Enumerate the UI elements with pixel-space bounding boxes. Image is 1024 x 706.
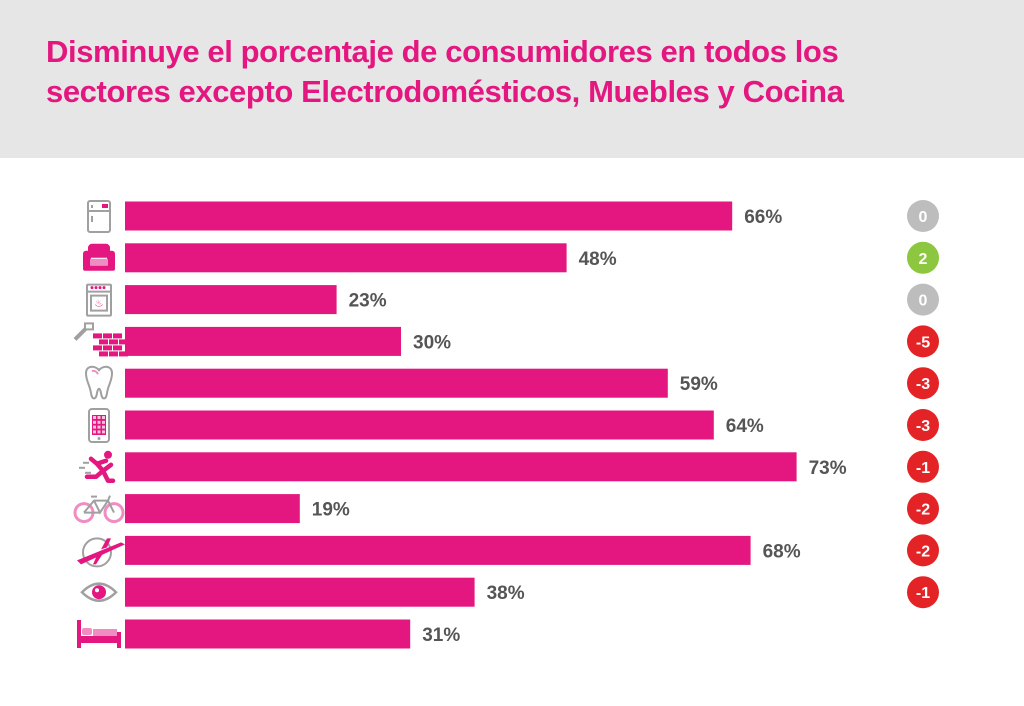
bed-icon — [77, 620, 121, 648]
change-badge-6 — [907, 409, 939, 441]
value-label-3: 23% — [349, 291, 387, 312]
value-label-6: 64% — [726, 416, 764, 437]
change-badge-9 — [907, 534, 939, 567]
change-badge-4 — [907, 325, 939, 358]
change-badge-10 — [907, 576, 939, 609]
bicycle-icon — [73, 495, 125, 524]
bar-10 — [125, 577, 475, 607]
bar-6 — [125, 410, 714, 440]
armchair-icon — [83, 243, 115, 271]
value-label-8: 19% — [312, 500, 350, 521]
change-label-4: -5 — [916, 334, 930, 351]
svg-text:♨: ♨ — [95, 299, 104, 310]
value-label-11: 31% — [422, 625, 460, 646]
change-label-9: -2 — [916, 543, 930, 560]
airplane-icon — [77, 537, 125, 568]
change-label-1: 0 — [919, 209, 928, 226]
chart-title-line-1: Disminuye el porcentaje de consumidores … — [46, 34, 839, 69]
value-label-10: 38% — [487, 583, 525, 604]
header-band — [0, 0, 1024, 158]
chart-title-line-2: sectores excepto Electrodomésticos, Mueb… — [46, 74, 844, 109]
bar-8 — [125, 494, 300, 524]
bar-3 — [125, 285, 337, 315]
value-label-7: 73% — [809, 458, 847, 479]
value-label-1: 66% — [744, 207, 782, 228]
chart-title: Disminuye el porcentaje de consumidores … — [46, 32, 946, 112]
change-badge-7 — [907, 450, 939, 483]
change-badge-8 — [907, 492, 939, 525]
smartphone-icon — [88, 408, 110, 443]
eye-icon — [80, 582, 118, 602]
bar-5 — [125, 368, 668, 398]
change-label-7: -1 — [916, 460, 930, 477]
brick-wall-icon — [73, 322, 128, 357]
value-label-5: 59% — [680, 374, 718, 395]
tooth-icon — [84, 365, 114, 400]
change-label-2: 2 — [919, 251, 928, 268]
bar-7 — [125, 452, 797, 482]
value-label-4: 30% — [413, 332, 451, 353]
change-badge-1 — [907, 200, 939, 232]
runner-icon — [79, 450, 116, 484]
refrigerator-icon — [87, 200, 111, 233]
change-label-10: -1 — [916, 585, 930, 602]
value-label-9: 68% — [763, 541, 801, 562]
stove-icon: ♨ — [86, 283, 112, 317]
change-badge-3 — [907, 283, 939, 316]
bar-4 — [125, 326, 401, 356]
bar-2 — [125, 243, 567, 273]
bar-9 — [125, 535, 751, 565]
change-label-6: -3 — [916, 418, 930, 435]
change-label-3: 0 — [919, 293, 928, 310]
value-label-2: 48% — [579, 249, 617, 270]
change-label-8: -2 — [916, 502, 930, 519]
change-badge-2 — [907, 241, 939, 274]
change-label-5: -3 — [916, 376, 930, 393]
bar-11 — [125, 619, 411, 649]
bar-1 — [125, 201, 733, 231]
change-badge-5 — [907, 367, 939, 400]
